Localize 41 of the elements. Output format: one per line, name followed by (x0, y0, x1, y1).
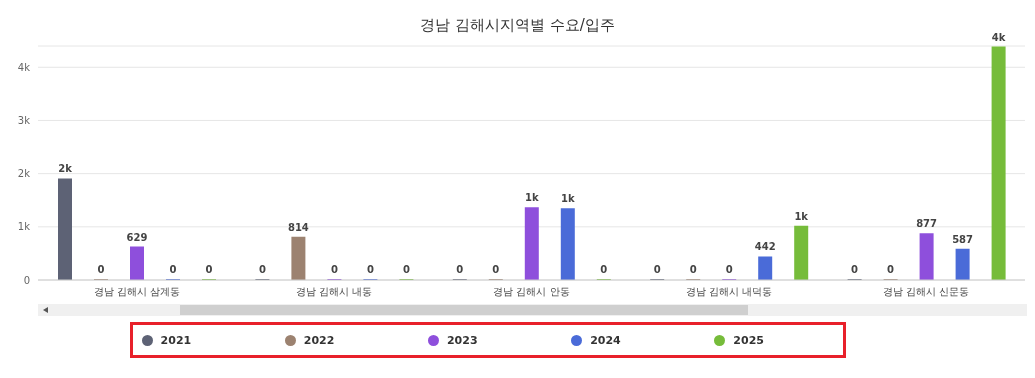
data-label: 0 (653, 264, 661, 275)
data-label: 587 (952, 233, 974, 245)
y-tick-label: 3k (17, 115, 31, 126)
x-tick-label: 경남 김해시 신문동 (883, 286, 970, 298)
data-label: 0 (689, 264, 697, 275)
data-label: 629 (126, 231, 148, 243)
data-label: 0 (258, 264, 266, 275)
data-label: 0 (887, 264, 895, 275)
legend-label: 2023 (446, 333, 478, 347)
data-label: 0 (330, 264, 338, 275)
data-label: 0 (600, 264, 608, 275)
data-label: 0 (169, 264, 177, 275)
chart-title: 경남 김해시지역별 수요/입주 (420, 16, 615, 34)
y-tick-label: 1k (17, 221, 31, 233)
data-label: 442 (754, 241, 776, 253)
legend-label: 2021 (160, 333, 192, 347)
data-label: 0 (851, 264, 859, 275)
data-label: 1k (794, 210, 809, 222)
data-label: 4k (991, 31, 1006, 43)
data-label: 814 (287, 221, 309, 233)
data-label: 0 (725, 264, 733, 275)
data-label: 0 (205, 264, 213, 275)
data-label: 0 (402, 264, 410, 275)
y-tick-label: 2k (17, 168, 31, 180)
x-tick-label: 경남 김해시 안동 (493, 286, 570, 298)
data-label: 1k (561, 193, 575, 205)
data-label: 2k (58, 163, 73, 175)
data-label: 0 (456, 264, 464, 275)
legend-label: 2024 (590, 333, 621, 347)
x-tick-label: 경남 김해시 삼계동 (93, 286, 180, 298)
legend-label: 2022 (303, 333, 335, 347)
x-tick-label: 경남 김해시 내동 (295, 286, 373, 298)
data-label: 1k (525, 192, 539, 204)
data-label: 0 (97, 264, 105, 275)
legend-label: 2025 (733, 333, 764, 347)
data-label: 877 (916, 218, 938, 230)
x-tick-label: 경남 김해시 내덕동 (685, 286, 773, 298)
y-tick-label: 4k (17, 61, 31, 73)
data-label: 0 (366, 264, 374, 275)
data-label: 0 (492, 264, 500, 275)
y-tick-label: 0 (23, 274, 30, 286)
